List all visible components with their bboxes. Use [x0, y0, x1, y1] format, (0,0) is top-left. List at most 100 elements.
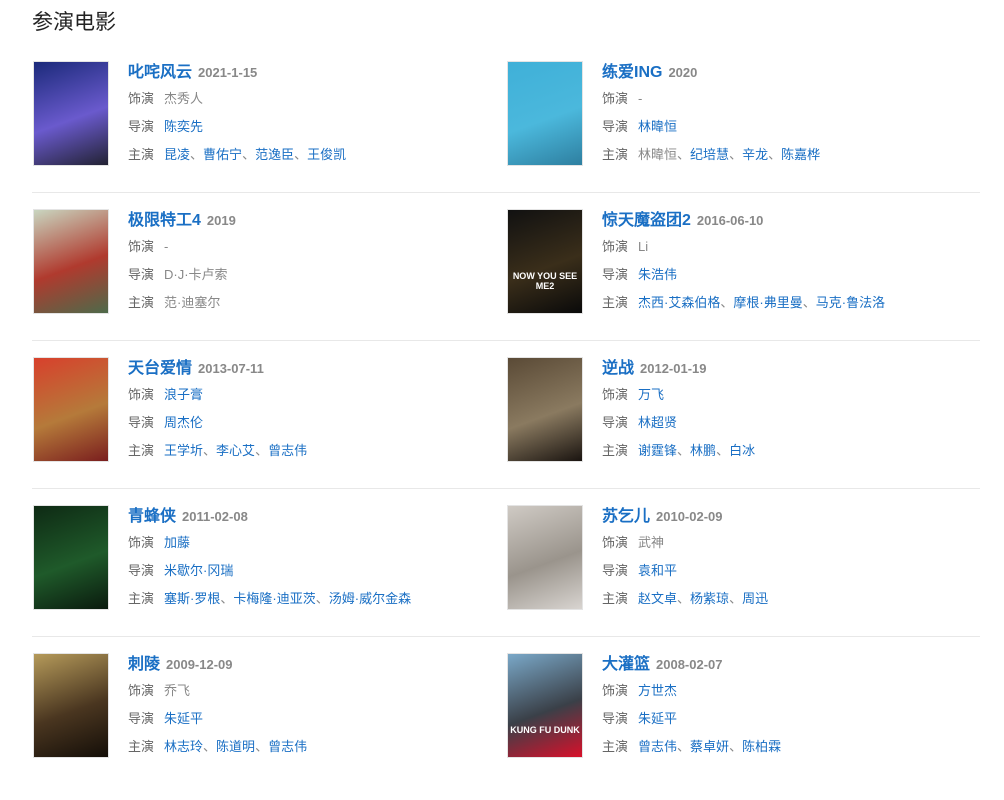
movie-date: 2020: [668, 65, 698, 80]
role-label: 饰演: [128, 387, 155, 402]
person-link[interactable]: 米歇尔·冈瑞: [164, 563, 234, 578]
person-link[interactable]: 陈柏霖: [742, 739, 782, 754]
cast-label: 主演: [602, 739, 629, 754]
separator: 、: [768, 147, 782, 162]
person-link[interactable]: 曹佑宁: [203, 147, 243, 162]
movie-poster[interactable]: [507, 61, 583, 166]
movie-poster[interactable]: [33, 505, 109, 610]
person-link[interactable]: 曾志伟: [638, 739, 678, 754]
movie-info: 逆战 2012-01-19 饰演 万飞 导演 林超贤 主演 谢霆锋、林鹏、白冰: [602, 357, 755, 488]
person-link[interactable]: 蔡卓妍: [690, 739, 730, 754]
role-line: 饰演 -: [602, 85, 820, 113]
movie-title-link[interactable]: 逆战: [602, 360, 635, 377]
director-label: 导演: [128, 711, 155, 726]
director-label: 导演: [128, 267, 155, 282]
movie-title-line: 刺陵 2009-12-09: [128, 653, 307, 677]
separator: 、: [729, 739, 743, 754]
person-name: Li: [638, 239, 649, 254]
person-link[interactable]: 方世杰: [638, 683, 678, 698]
person-link[interactable]: 辛龙: [742, 147, 769, 162]
person-link[interactable]: 昆凌: [164, 147, 191, 162]
person-link[interactable]: 赵文卓: [638, 591, 678, 606]
person-name: 林暐恒: [638, 147, 678, 162]
person-link[interactable]: 马克·鲁法洛: [815, 295, 886, 310]
person-link[interactable]: 汤姆·威尔金森: [328, 591, 412, 606]
person-link[interactable]: 杰西·艾森伯格: [638, 295, 721, 310]
movie-info: 大灌篮 2008-02-07 饰演 方世杰 导演 朱延平 主演 曾志伟、蔡卓妍、陈柏霖: [602, 653, 781, 784]
movie-poster[interactable]: [33, 209, 109, 314]
movie-date: 2013-07-11: [198, 361, 264, 376]
person-link[interactable]: 陈道明: [216, 739, 256, 754]
person-link[interactable]: 摩根·弗里曼: [733, 295, 803, 310]
separator: 、: [677, 591, 691, 606]
movie-list: 叱咤风云 2021-1-15 饰演 杰秀人 导演 陈奕先 主演 昆凌、曹佑宁、范逸臣、王俊凯练…: [32, 61, 980, 800]
movie-title-link[interactable]: 极限特工4: [128, 212, 201, 229]
role-line: 饰演 浪子膏: [128, 381, 307, 409]
person-link[interactable]: 陈奕先: [164, 119, 204, 134]
movie-info: 刺陵 2009-12-09 饰演 乔飞 导演 朱延平 主演 林志玲、陈道明、曾志伟: [128, 653, 307, 784]
cast-label: 主演: [602, 443, 629, 458]
person-link[interactable]: 杨紫琼: [690, 591, 730, 606]
person-name: 杰秀人: [164, 91, 204, 106]
separator: 、: [203, 443, 217, 458]
movie-item: 逆战 2012-01-19 饰演 万飞 导演 林超贤 主演 谢霆锋、林鹏、白冰: [506, 357, 980, 488]
director-label: 导演: [602, 267, 629, 282]
role-label: 饰演: [602, 535, 629, 550]
person-link[interactable]: 王学圻: [164, 443, 204, 458]
movie-title-link[interactable]: 刺陵: [128, 656, 161, 673]
person-link[interactable]: 林志玲: [164, 739, 204, 754]
director-label: 导演: [128, 119, 155, 134]
movie-title-link[interactable]: 惊天魔盗团2: [602, 212, 691, 229]
person-link[interactable]: 林鹏: [690, 443, 717, 458]
person-link[interactable]: 朱延平: [638, 711, 678, 726]
movie-info: 极限特工4 2019 饰演 - 导演 D·J·卡卢索 主演 范·迪塞尔: [128, 209, 236, 340]
person-link[interactable]: 曾志伟: [268, 443, 308, 458]
person-link[interactable]: 卡梅隆·迪亚茨: [233, 591, 316, 606]
person-link[interactable]: 范逸臣: [255, 147, 295, 162]
movie-title-line: 大灌篮 2008-02-07: [602, 653, 781, 677]
poster-text: KUNG FU DUNK: [510, 725, 580, 735]
movie-poster[interactable]: [507, 505, 583, 610]
person-link[interactable]: 林超贤: [638, 415, 678, 430]
movie-title-link[interactable]: 叱咤风云: [128, 64, 193, 81]
person-link[interactable]: 朱延平: [164, 711, 204, 726]
cast-label: 主演: [128, 591, 155, 606]
separator: 、: [315, 591, 329, 606]
cast-line: 主演 范·迪塞尔: [128, 289, 236, 317]
movie-poster[interactable]: [33, 61, 109, 166]
person-link[interactable]: 王俊凯: [307, 147, 347, 162]
movie-title-link[interactable]: 天台爱情: [128, 360, 193, 377]
movie-title-link[interactable]: 练爱ING: [602, 64, 663, 81]
person-link[interactable]: 林暐恒: [638, 119, 678, 134]
person-link[interactable]: 塞斯·罗根: [164, 591, 221, 606]
separator: 、: [255, 443, 269, 458]
movie-title-link[interactable]: 大灌篮: [602, 656, 651, 673]
person-link[interactable]: 浪子膏: [164, 387, 204, 402]
person-link[interactable]: 袁和平: [638, 563, 678, 578]
person-link[interactable]: 李心艾: [216, 443, 256, 458]
movie-poster[interactable]: [33, 357, 109, 462]
movie-poster[interactable]: KUNG FU DUNK: [507, 653, 583, 758]
person-link[interactable]: 纪培慧: [690, 147, 730, 162]
director-line: 导演 朱浩伟: [602, 261, 885, 289]
role-line: 饰演 Li: [602, 233, 885, 261]
movie-row: 刺陵 2009-12-09 饰演 乔飞 导演 朱延平 主演 林志玲、陈道明、曾志伟 KUNG F…: [32, 653, 980, 784]
person-link[interactable]: 陈嘉桦: [781, 147, 821, 162]
cast-line: 主演 林志玲、陈道明、曾志伟: [128, 733, 307, 761]
movie-date: 2012-01-19: [640, 361, 707, 376]
movie-poster[interactable]: NOW YOU SEE ME2: [507, 209, 583, 314]
person-link[interactable]: 周迅: [742, 591, 769, 606]
person-name: 乔飞: [164, 683, 191, 698]
movie-info: 练爱ING 2020 饰演 - 导演 林暐恒 主演 林暐恒、纪培慧、辛龙、陈嘉桦: [602, 61, 820, 192]
person-link[interactable]: 万飞: [638, 387, 665, 402]
movie-poster[interactable]: [507, 357, 583, 462]
person-link[interactable]: 曾志伟: [268, 739, 308, 754]
movie-title-link[interactable]: 苏乞儿: [602, 508, 651, 525]
movie-poster[interactable]: [33, 653, 109, 758]
person-link[interactable]: 周杰伦: [164, 415, 204, 430]
movie-title-link[interactable]: 青蜂侠: [128, 508, 177, 525]
person-link[interactable]: 朱浩伟: [638, 267, 678, 282]
person-link[interactable]: 加藤: [164, 535, 191, 550]
person-link[interactable]: 白冰: [729, 443, 756, 458]
person-link[interactable]: 谢霆锋: [638, 443, 678, 458]
